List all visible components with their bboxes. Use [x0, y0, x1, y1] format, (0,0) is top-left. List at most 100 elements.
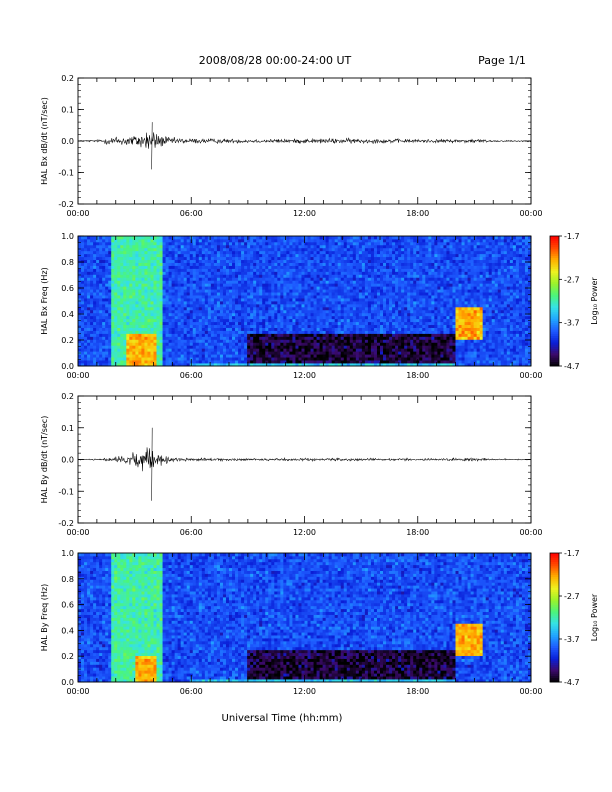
x-tick-label: 18:00 [406, 371, 429, 380]
y-tick-label: 0.0 [61, 362, 74, 371]
colorbar-segment [550, 649, 559, 653]
colorbar-segment [550, 602, 559, 605]
colorbar-segment [550, 673, 559, 676]
colorbar-segment [550, 359, 559, 363]
x-tick-label: 00:00 [519, 687, 542, 696]
colorbar-segment [550, 290, 559, 293]
colorbar-segment [550, 277, 559, 280]
dbdt-trace [77, 122, 532, 170]
x-tick-label: 12:00 [293, 687, 316, 696]
y-tick-label: 0.4 [61, 310, 74, 319]
colorbar-segment [550, 327, 559, 330]
colorbar-segment [550, 580, 559, 584]
header-date-range: 2008/08/28 00:00-24:00 UT [199, 54, 352, 67]
y-tick-label: 0.0 [61, 678, 74, 687]
colorbar-segment [550, 671, 559, 674]
colorbar-segment [550, 255, 559, 259]
colorbar-segment [550, 331, 559, 334]
colorbar-segment [550, 246, 559, 250]
colorbar-segment [550, 604, 559, 608]
y-tick-label: 0.6 [61, 601, 74, 610]
y-tick-label: 0.2 [61, 74, 74, 83]
colorbar-segment [550, 578, 559, 582]
colorbar-segment [550, 615, 559, 618]
colorbar-segment [550, 264, 559, 267]
x-tick-label: 00:00 [66, 209, 89, 218]
colorbar-segment [550, 587, 559, 590]
colorbar-frame [549, 235, 560, 367]
colorbar-segment [550, 251, 559, 254]
colorbar-segment [550, 272, 559, 276]
x-tick-label: 18:00 [406, 687, 429, 696]
colorbar-segment [550, 309, 559, 313]
colorbar-segment [550, 593, 559, 597]
header-page: Page 1/1 [478, 54, 526, 67]
colorbar-label: Log₁₀ Power [590, 593, 599, 641]
x-tick-label: 18:00 [406, 209, 429, 218]
colorbar-segment [550, 311, 559, 315]
colorbar-tick-label: -1.7 [564, 549, 580, 558]
colorbar-segment [550, 632, 559, 636]
x-tick-label: 06:00 [180, 687, 203, 696]
y-tick-label: 0.1 [61, 106, 74, 115]
colorbar-segment [550, 583, 559, 586]
colorbar-segment [550, 363, 559, 367]
colorbar-segment [550, 316, 559, 319]
colorbar: -1.7 -2.7 -3.7 -4.7 Log₁₀ Power [549, 549, 599, 687]
colorbar-segment [550, 613, 559, 616]
x-tick-label: 12:00 [293, 528, 316, 537]
colorbar-segment [550, 669, 559, 672]
colorbar-segment [550, 636, 559, 640]
colorbar-segment [550, 626, 559, 629]
colorbar-tick-label: -1.7 [564, 232, 580, 241]
colorbar-segment [550, 244, 559, 248]
x-axis-title: Universal Time (hh:mm) [222, 713, 343, 724]
colorbar-segment [550, 303, 559, 306]
colorbar-frame [549, 552, 560, 683]
colorbar-tick-label: -3.7 [564, 319, 580, 328]
x-tick-label: 06:00 [180, 528, 203, 537]
x-tick-label: 00:00 [519, 528, 542, 537]
y-tick-label: 1.0 [61, 549, 74, 558]
colorbar-segment [550, 314, 559, 317]
y-tick-label: 0.6 [61, 284, 74, 293]
colorbar-segment [550, 298, 559, 302]
y-tick-label: 0.0 [61, 456, 74, 465]
y-tick-label: 0.0 [61, 137, 74, 146]
spectrogram-image [78, 236, 532, 367]
colorbar-segment [550, 283, 559, 287]
colorbar-segment [550, 645, 559, 648]
colorbar-segment [550, 361, 559, 365]
colorbar-segment [550, 654, 559, 657]
colorbar-segment [550, 576, 559, 580]
y-tick-label: 0.4 [61, 626, 74, 635]
y-tick-label: -0.1 [58, 169, 74, 178]
colorbar-segment [550, 660, 559, 664]
y-tick-label: 0.2 [61, 336, 74, 345]
bx-dbdt-panel: 0.20.10.0-0.1-0.200:00 06:00 12:00 18:00 00:… [40, 74, 543, 218]
colorbar-segment [550, 337, 559, 341]
y-tick-label: 1.0 [61, 232, 74, 241]
colorbar-segment [550, 572, 559, 575]
colorbar-segment [550, 279, 559, 282]
y-axis-title: HAL By dB/dt (nT/sec) [40, 416, 49, 504]
colorbar-segment [550, 606, 559, 610]
colorbar-segment [550, 301, 559, 304]
by-spectrogram-panel: -1.7 -2.7 -3.7 -4.7 Log₁₀ Power 1.0 0.8 0.6 0.4 0… [40, 549, 599, 696]
colorbar-segment [550, 333, 559, 337]
colorbar-segment [550, 596, 559, 599]
x-tick-label: 18:00 [406, 528, 429, 537]
colorbar-segment [550, 565, 559, 569]
colorbar-segment [550, 639, 559, 642]
colorbar-segment [550, 557, 559, 560]
x-tick-label: 00:00 [66, 371, 89, 380]
y-axis-title: HAL By Freq (Hz) [40, 584, 49, 651]
x-tick-label: 06:00 [180, 371, 203, 380]
colorbar-segment [550, 647, 559, 651]
colorbar-segment [550, 259, 559, 263]
colorbar-segment [550, 350, 559, 354]
colorbar-segment [550, 335, 559, 339]
x-tick-label: 12:00 [293, 371, 316, 380]
colorbar-segment [550, 608, 559, 612]
